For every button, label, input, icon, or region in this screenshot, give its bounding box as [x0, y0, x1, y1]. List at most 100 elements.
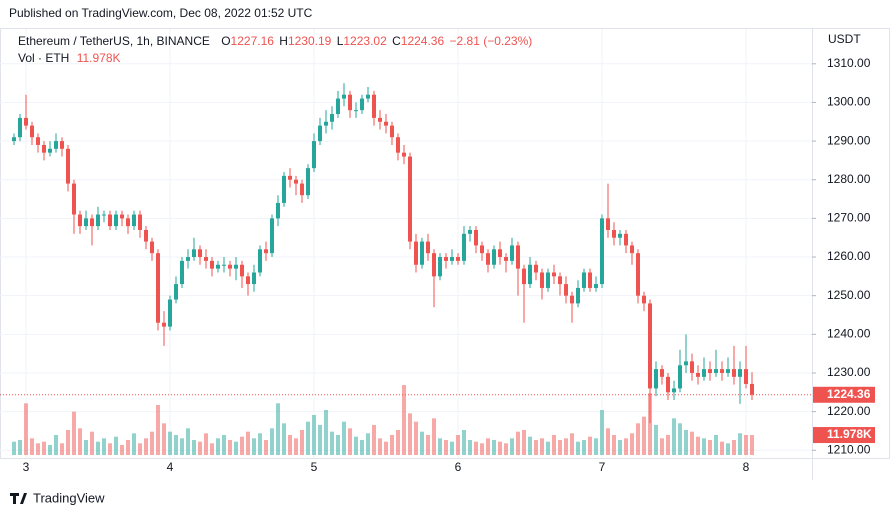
open-prefix: O [221, 34, 230, 48]
y-tick-label: 1230.00 [827, 365, 871, 379]
volume-bar [288, 435, 292, 455]
candle-body [162, 322, 166, 327]
open-value: 1227.16 [231, 34, 275, 48]
candle-body [120, 214, 124, 219]
volume-bar [708, 440, 712, 455]
volume-bar [588, 436, 592, 455]
y-tick-label: 1300.00 [827, 95, 871, 109]
volume-bar [306, 421, 310, 455]
candle-body [186, 257, 190, 261]
candle-body [738, 369, 742, 377]
volume-bar [660, 438, 664, 455]
low-prefix: L [337, 34, 344, 48]
candle-body [714, 369, 718, 373]
volume-bar [738, 433, 742, 455]
volume-bar [408, 413, 412, 455]
candle-body [192, 249, 196, 258]
candle-body [600, 218, 604, 285]
volume-bar [360, 440, 364, 455]
axes: 1210.00 1220.00 1230.00 1240.00 1250.00 1260.… [0, 56, 875, 474]
y-tick-label: 1280.00 [827, 172, 871, 186]
volume-bar [186, 428, 190, 455]
candle-body [84, 218, 88, 227]
candle-body [468, 229, 472, 234]
candle-body [444, 257, 448, 261]
volume-bar [66, 430, 70, 455]
volume-bar [642, 416, 646, 455]
candle-body [354, 110, 358, 112]
candle-body [372, 94, 376, 118]
candle-body [330, 114, 334, 122]
candle-body [126, 218, 130, 227]
volume-bar [312, 415, 316, 455]
volume-bar [174, 435, 178, 455]
volume-bar [114, 436, 118, 455]
candle-body [264, 249, 268, 254]
published-note: Published on TradingView.com, Dec 08, 20… [9, 6, 313, 20]
candles [12, 83, 754, 424]
volume-bar [48, 445, 52, 455]
candle-body [462, 233, 466, 261]
volume-bar [492, 440, 496, 455]
volume-bar [144, 438, 148, 455]
volume-bar [474, 441, 478, 455]
volume-bar [54, 435, 58, 455]
candle-body [138, 214, 142, 230]
candle-body [708, 369, 712, 373]
volume-bar [516, 431, 520, 455]
volume-bar [732, 440, 736, 455]
candle-body [270, 218, 274, 254]
brand-icon [10, 493, 27, 504]
candle-body [408, 156, 412, 242]
volume-bar [726, 443, 730, 455]
volume-bar [468, 440, 472, 455]
volume-bar [510, 438, 514, 455]
volume-title: Vol · ETH [18, 51, 69, 65]
volume-bar [522, 430, 526, 455]
candle-body [204, 257, 208, 261]
volume-bar [90, 431, 94, 455]
legend-line: Ethereum / TetherUS, 1h, BINANCE O1227.1… [18, 34, 532, 48]
volume-bar [654, 425, 658, 455]
volume-bar [108, 443, 112, 455]
candle-body [300, 183, 304, 196]
candle-body [390, 125, 394, 138]
volume-bar [324, 410, 328, 455]
volume-bar [300, 430, 304, 455]
last-volume-label: 11.978K [827, 427, 872, 441]
candle-body [528, 264, 532, 285]
candle-body [522, 268, 526, 285]
x-tick-label: 5 [311, 460, 318, 474]
volume-bar [618, 440, 622, 455]
volume-bar [12, 441, 16, 455]
volume-bar [120, 445, 124, 455]
volume-bar [210, 443, 214, 455]
volume-bar [354, 436, 358, 455]
candle-body [366, 94, 370, 99]
volume-bar [450, 441, 454, 455]
candle-body [684, 361, 688, 366]
y-tick-label: 1290.00 [827, 133, 871, 147]
candle-body [108, 214, 112, 227]
x-tick-label: 7 [599, 460, 606, 474]
candle-body [558, 276, 562, 285]
volume-bar [204, 433, 208, 455]
volume-bar [444, 440, 448, 455]
candle-body [612, 229, 616, 238]
volume-bar [252, 438, 256, 455]
candle-body [342, 94, 346, 99]
volume-bar [594, 438, 598, 455]
volume-bar [60, 443, 64, 455]
volume-bar [96, 441, 100, 455]
volume-bar [156, 405, 160, 455]
volume-bar [378, 438, 382, 455]
candle-body [660, 369, 664, 377]
candle-body [318, 125, 322, 142]
volume-bar [486, 438, 490, 455]
high-prefix: H [279, 34, 288, 48]
volume-bar [540, 438, 544, 455]
candle-body [234, 264, 238, 269]
y-tick-label: 1240.00 [827, 326, 871, 340]
volume-bar [42, 441, 46, 455]
candle-body [282, 175, 286, 203]
